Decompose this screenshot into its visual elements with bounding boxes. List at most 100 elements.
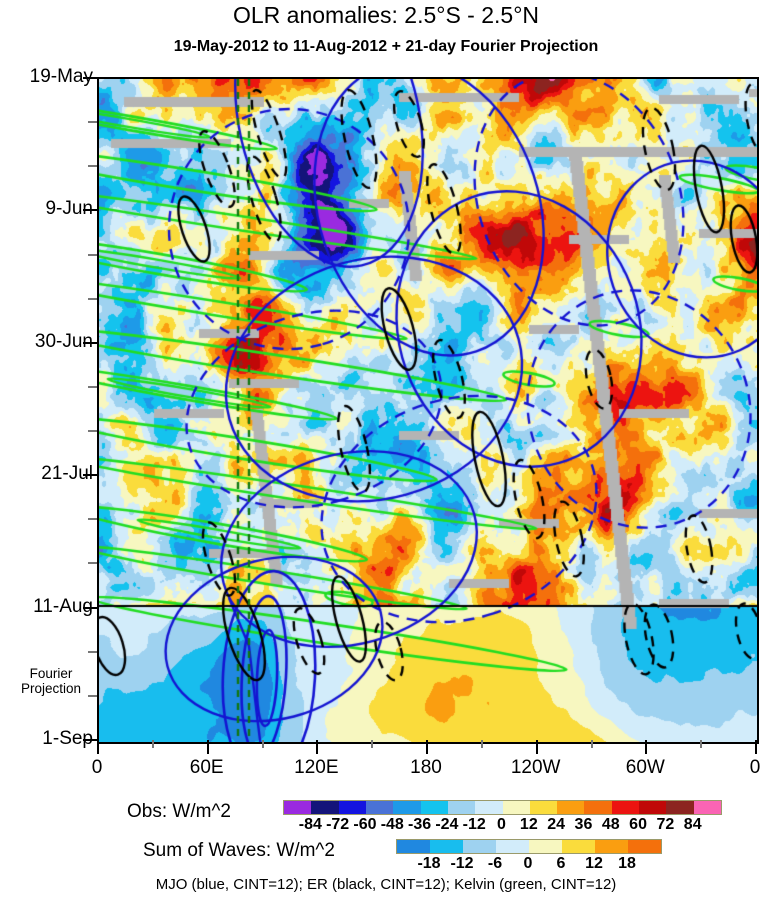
colorbar-swatch-14 — [666, 801, 694, 814]
colorbar-tick--84: -84 — [298, 816, 322, 833]
y-tick-minor — [88, 562, 97, 565]
y-tick-major — [83, 739, 97, 741]
x-tick-label-0: 0 — [91, 757, 103, 778]
colorbar-tick-36: 36 — [574, 816, 593, 833]
colorbar-tick--48: -48 — [380, 816, 404, 833]
colorbar-swatch-1 — [430, 840, 463, 853]
y-tick-label-19-may: 19-May — [29, 66, 93, 87]
x-tick-label-120E: 120E — [294, 757, 339, 778]
x-tick-minor — [261, 740, 264, 748]
colorbar-swatch-6 — [595, 840, 628, 853]
colorbar-swatch-9 — [529, 801, 558, 814]
page-subtitle: 19-May-2012 to 11-Aug-2012 + 21-day Four… — [173, 38, 599, 55]
y-tick-minor — [88, 297, 97, 300]
colorbar-tick-48: 48 — [601, 816, 620, 833]
x-tick-major — [426, 740, 428, 754]
y-tick-major — [83, 606, 97, 609]
y-tick-label-11-aug: 11-Aug — [33, 595, 93, 617]
x-tick-minor — [700, 740, 703, 748]
colorbar-tick--36: -36 — [408, 816, 432, 833]
x-tick-label-60E: 60E — [189, 757, 224, 778]
colorbar-swatch-6 — [447, 801, 476, 814]
colorbar-tick--24: -24 — [435, 816, 459, 833]
colorbar-swatch-4 — [393, 801, 421, 814]
colorbar-swatch-2 — [463, 840, 496, 853]
colorbar-tick--6: -6 — [487, 855, 503, 872]
x-tick-major — [535, 740, 538, 754]
y-tick-minor — [88, 121, 97, 124]
colorbar-swatch-8 — [502, 801, 530, 814]
y-tick-label-9-jun: 9-Jun — [45, 198, 93, 220]
y-tick-major — [83, 474, 97, 477]
colorbar-tick-12: 12 — [585, 855, 603, 872]
olr-anomaly-field — [99, 79, 757, 742]
colorbar-swatch-5 — [420, 801, 448, 814]
x-tick-label-60W: 60W — [625, 757, 665, 778]
colorbar-swatch-13 — [639, 801, 667, 814]
x-tick-major — [645, 740, 648, 754]
y-tick-major — [83, 77, 97, 79]
colorbar-tick-72: 72 — [656, 816, 675, 833]
colorbar-tick-84: 84 — [683, 816, 702, 833]
waves-colorbar-label: Sum of Waves: W/m^2 — [143, 840, 335, 861]
page-title: OLR anomalies: 2.5°S - 2.5°N — [232, 2, 540, 28]
colorbar-tick-18: 18 — [618, 855, 636, 872]
waves-colorbar[interactable] — [396, 839, 662, 854]
colorbar-swatch-4 — [529, 840, 562, 853]
y-tick-minor — [88, 430, 97, 433]
x-tick-label-0: 0 — [749, 757, 761, 778]
colorbar-tick--72: -72 — [326, 816, 350, 833]
y-tick-major — [83, 209, 97, 212]
x-tick-minor — [590, 740, 593, 748]
colorbar-swatch-5 — [562, 840, 595, 853]
colorbar-swatch-12 — [611, 801, 640, 814]
fourier-annotation-line1: Fourier — [29, 666, 73, 681]
colorbar-tick-60: 60 — [629, 816, 647, 833]
colorbar-tick--12: -12 — [450, 855, 474, 872]
y-tick-minor — [88, 650, 97, 653]
obs-colorbar-label: Obs: W/m^2 — [127, 801, 231, 822]
x-tick-major — [316, 740, 319, 754]
obs-colorbar[interactable] — [283, 800, 722, 815]
colorbar-tick--18: -18 — [417, 855, 441, 872]
x-tick-minor — [371, 740, 374, 748]
colorbar-tick-0: 0 — [523, 855, 533, 872]
wave-legend-caption: MJO (blue, CINT=12); ER (black, CINT=12)… — [155, 876, 617, 893]
colorbar-swatch-7 — [628, 840, 661, 853]
colorbar-tick-12: 12 — [519, 816, 538, 833]
colorbar-swatch-3 — [496, 840, 529, 853]
y-tick-minor — [88, 518, 97, 521]
y-tick-label-30-jun: 30-Jun — [34, 330, 93, 352]
colorbar-swatch-3 — [365, 801, 394, 814]
colorbar-swatch-2 — [338, 801, 366, 814]
y-tick-minor — [88, 165, 97, 168]
colorbar-swatch-0 — [284, 801, 312, 814]
colorbar-swatch-0 — [397, 840, 430, 853]
colorbar-tick--12: -12 — [462, 816, 486, 833]
y-tick-minor — [88, 253, 97, 256]
y-tick-major — [83, 341, 97, 344]
colorbar-swatch-1 — [311, 801, 339, 814]
colorbar-swatch-7 — [475, 801, 503, 814]
y-tick-label-21-jul: 21-Jul — [41, 463, 93, 485]
waves-colorbar-ticks: -18 -12 -6 0 6 12 18 — [396, 855, 660, 872]
colorbar-tick-6: 6 — [556, 855, 566, 872]
y-tick-minor — [88, 694, 97, 697]
colorbar-tick-0: 0 — [497, 816, 506, 833]
x-tick-minor — [151, 740, 154, 748]
colorbar-swatch-10 — [557, 801, 585, 814]
fourier-annotation-line2: Projection — [20, 681, 82, 696]
x-tick-major — [97, 740, 99, 754]
fourier-projection-annotation: Fourier Projection — [10, 666, 92, 696]
y-tick-label-1-sep: 1-Sep — [42, 728, 93, 749]
x-tick-major — [755, 740, 757, 754]
colorbar-tick--60: -60 — [353, 816, 377, 833]
x-tick-label-120W: 120W — [510, 757, 561, 778]
colorbar-swatch-11 — [584, 801, 612, 814]
x-tick-major — [206, 740, 209, 754]
x-tick-minor — [480, 740, 483, 748]
obs-colorbar-ticks: -84 -72 -60 -48 -36 -24 -12 0 12 24 36 48 60 72 84 — [283, 816, 720, 833]
hovmoller-plot[interactable] — [97, 77, 759, 744]
x-tick-label-180: 180 — [410, 757, 442, 778]
colorbar-tick-24: 24 — [547, 816, 566, 833]
